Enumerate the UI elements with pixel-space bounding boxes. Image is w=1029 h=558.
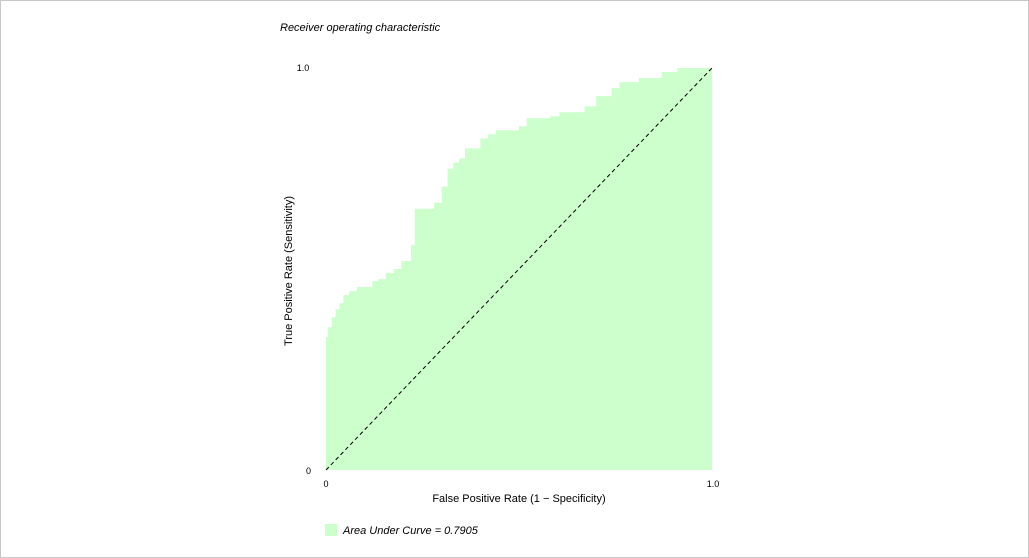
y-tick-min: 0 [306, 466, 311, 476]
x-tick-min: 0 [323, 479, 328, 489]
roc-curve-area [326, 68, 712, 470]
chart-title: Receiver operating characteristic [280, 22, 441, 34]
legend-swatch [325, 524, 337, 536]
y-tick-max: 1.0 [297, 63, 310, 73]
x-axis-label: False Positive Rate (1 − Specificity) [432, 493, 605, 505]
diagonal-reference-line [325, 67, 713, 471]
x-tick-max: 1.0 [707, 479, 720, 489]
y-axis-label: True Positive Rate (Sensitivity) [283, 196, 295, 346]
legend-label: Area Under Curve = 0.7905 [342, 525, 479, 537]
plot-area [325, 67, 713, 471]
